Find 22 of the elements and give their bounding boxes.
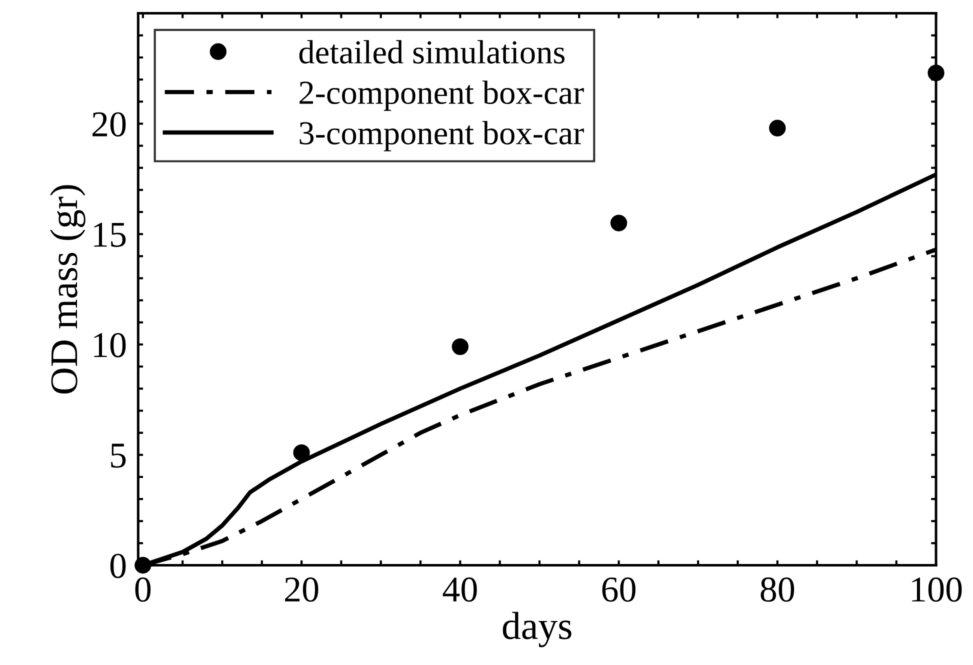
point xyxy=(452,338,468,356)
x-tick-label: 0 xyxy=(135,577,151,602)
point xyxy=(610,214,628,232)
x-tick-label: 40 xyxy=(442,577,477,602)
y-tick-label: 0 xyxy=(110,554,126,578)
legend-label: 3-component box-car xyxy=(300,121,584,152)
x-tick-label: 80 xyxy=(760,577,794,602)
legend-label: detailed simulations xyxy=(299,40,565,64)
x-tick-label: 60 xyxy=(602,577,636,602)
point xyxy=(293,444,310,461)
point xyxy=(769,120,786,136)
y-tick-label: 15 xyxy=(94,222,126,247)
point xyxy=(928,64,944,82)
legend-label: 2-component box-car xyxy=(300,80,584,111)
x-axis-title: days xyxy=(502,612,572,648)
y-tick-label: 5 xyxy=(111,444,126,468)
x-tick-label: 100 xyxy=(912,577,962,602)
y-axis-title: OD mass (gr) xyxy=(50,185,86,394)
x-tick-label: 20 xyxy=(285,577,318,602)
point xyxy=(134,556,152,574)
y-tick-label: 10 xyxy=(94,332,126,358)
y-tick-label: 20 xyxy=(92,112,126,137)
